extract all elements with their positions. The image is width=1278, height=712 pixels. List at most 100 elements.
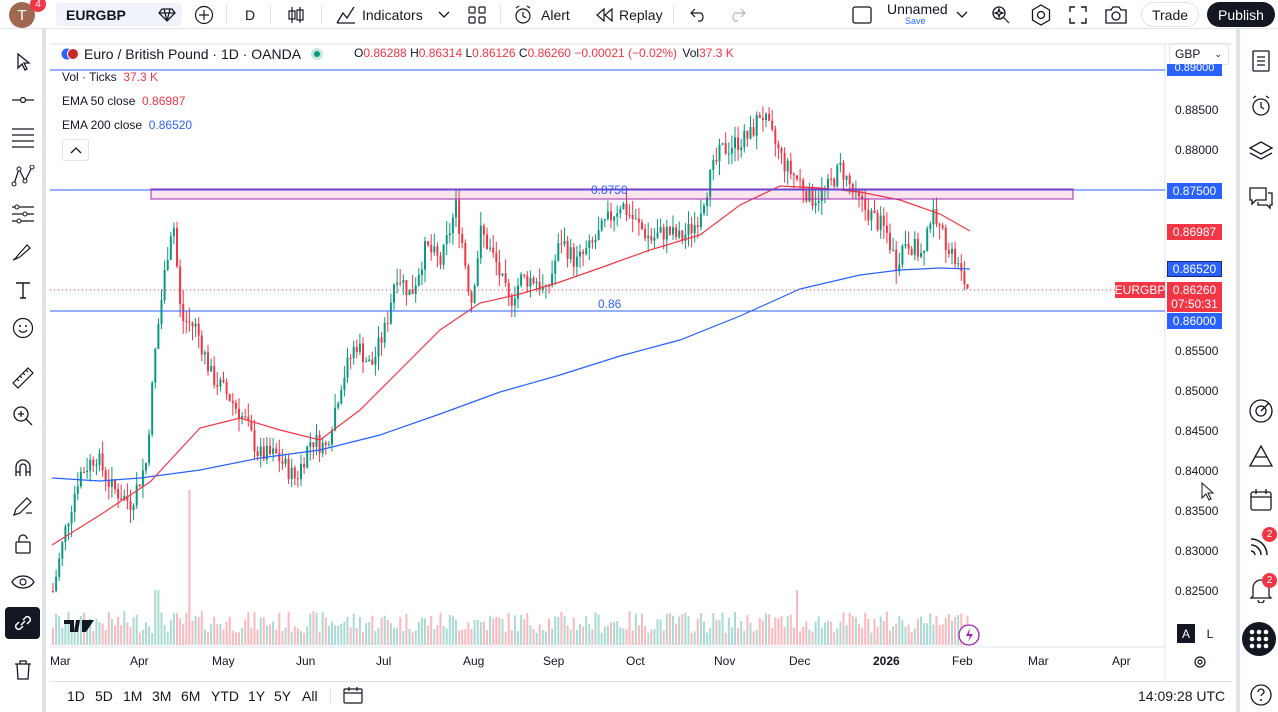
volume-bar [740,620,743,645]
layout-save-link[interactable]: Save [905,16,926,26]
watchlist-icon[interactable] [1246,46,1276,76]
period-3m[interactable]: 3M [152,688,172,704]
prediction-icon[interactable] [9,200,37,228]
help-icon[interactable] [1246,680,1276,710]
time-axis-label: Apr [130,654,149,668]
candle-body [396,282,399,285]
period-5y[interactable]: 5Y [274,688,292,704]
apps-grid-icon[interactable] [1242,622,1276,656]
utc-clock[interactable]: 14:09:28 UTC [1138,688,1226,704]
undo-icon[interactable] [690,0,708,29]
period-ytd[interactable]: YTD [211,688,239,704]
horizontal-lines-icon[interactable] [9,124,37,152]
candle-body [349,357,352,359]
indicator-ema200[interactable]: EMA 200 close 0.86520 [62,118,193,132]
layout-name[interactable]: Unnamed [887,1,948,17]
alerts-clock-icon[interactable] [1246,91,1276,121]
period-1y[interactable]: 1Y [248,688,266,704]
zoom-in-icon[interactable] [9,402,37,430]
currency-select[interactable]: GBP ⌄ [1169,43,1229,65]
period-1d[interactable]: 1D [67,688,85,704]
candle-body [721,143,724,145]
volume-bar [727,617,730,645]
candles-chart-type-icon[interactable] [287,0,305,29]
indicator-volume[interactable]: Vol · Ticks 37.3 K [62,70,159,84]
chat-icon[interactable] [1246,183,1276,213]
indicator-ema50[interactable]: EMA 50 close 0.86987 [62,94,186,108]
replay-icon[interactable] [595,0,613,29]
layout-chevron-down-icon[interactable] [956,0,968,29]
link-icon[interactable] [5,607,40,639]
volume-bar [696,619,699,645]
volume-bar [365,623,368,645]
symbol-name[interactable]: EURGBP [66,6,126,23]
alarm-clock-icon[interactable] [513,0,533,29]
replay-button[interactable]: Replay [619,6,663,23]
alert-button[interactable]: Alert [541,6,570,23]
indicators-icon[interactable] [336,0,356,29]
period-1m[interactable]: 1M [123,688,143,704]
symbol-search-box[interactable] [56,3,182,26]
layout-checkbox-icon[interactable] [852,0,872,29]
lock-icon[interactable] [9,530,37,558]
trend-line-icon[interactable] [9,86,37,114]
calendar-icon[interactable] [1246,485,1276,515]
volume-bar [783,627,786,645]
emoji-icon[interactable] [9,314,37,342]
volume-bar [352,613,355,645]
price-label: 0.88500 [1175,103,1219,117]
candle-body [752,127,755,136]
symbol-legend[interactable]: Euro / British Pound · 1D · OANDA [60,45,324,63]
text-icon[interactable] [9,276,37,304]
log-scale-button[interactable]: L [1206,626,1214,641]
fullscreen-icon[interactable] [1069,0,1087,29]
indicators-button[interactable]: Indicators [362,6,423,23]
chevron-down-icon[interactable] [438,0,450,29]
layers-icon[interactable] [1246,136,1276,166]
magnet-icon[interactable] [9,454,37,482]
brush-icon[interactable] [9,238,37,266]
ideas-icon[interactable] [1246,441,1276,471]
period-all[interactable]: All [302,688,318,704]
volume-bar [882,621,885,645]
candle-body [114,479,116,490]
candle-body [551,273,554,286]
diamond-icon[interactable] [158,0,176,29]
period-5d[interactable]: 5D [95,688,113,704]
volume-bar [318,631,321,645]
settings-gear-icon[interactable] [1030,0,1052,29]
trade-button[interactable]: Trade [1141,2,1199,27]
candle-body [786,160,789,172]
publish-button[interactable]: Publish [1207,2,1275,27]
templates-grid-icon[interactable] [468,0,486,29]
trash-icon[interactable] [9,656,37,684]
eye-icon[interactable] [9,568,37,596]
quick-search-icon[interactable] [991,0,1013,29]
camera-icon[interactable] [1104,0,1128,29]
candle-body [473,285,476,303]
price-label: 0.84500 [1175,424,1219,438]
volume-bar [749,622,752,645]
volume-bar [238,632,240,645]
stay-in-drawing-mode-icon[interactable] [9,492,37,520]
pattern-icon[interactable] [9,162,37,190]
date-range-calendar-icon[interactable] [343,686,363,707]
collapse-legend-button[interactable] [62,139,89,161]
streams-icon[interactable] [1246,530,1276,560]
volume-bar [603,626,606,645]
redo-icon[interactable] [728,0,746,29]
volume-bar [504,631,507,645]
candle-body [600,220,603,231]
candle-body [287,458,290,480]
interval-button[interactable]: D [245,6,256,23]
period-6m[interactable]: 6M [181,688,201,704]
candle-body [854,189,857,193]
auto-scale-button[interactable]: A [1177,624,1195,643]
ruler-icon[interactable] [9,364,37,392]
candle-body [513,298,516,306]
target-icon[interactable] [1246,396,1276,426]
cursor-icon[interactable] [9,48,37,76]
volume-bar [737,628,740,645]
add-symbol-icon[interactable] [194,0,214,29]
